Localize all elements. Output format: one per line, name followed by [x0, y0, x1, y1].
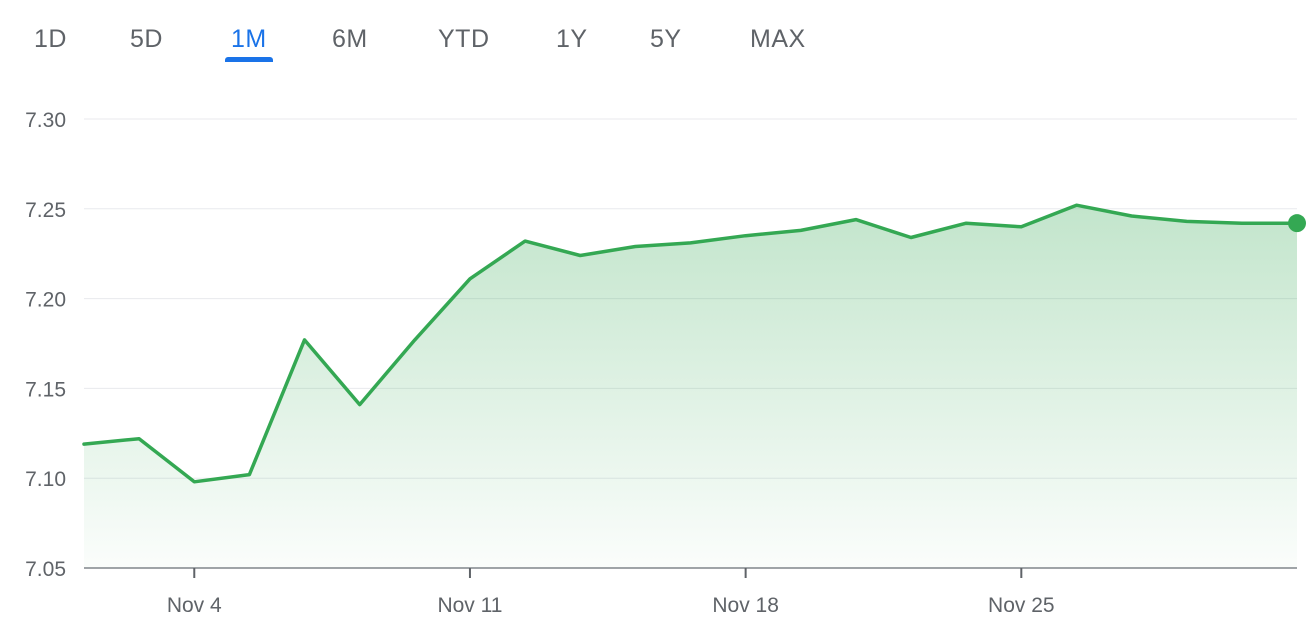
tab-5y[interactable]: 5Y: [650, 20, 682, 62]
tab-label: MAX: [750, 25, 806, 53]
tab-1y[interactable]: 1Y: [556, 20, 588, 62]
y-tick-label: 7.30: [25, 109, 66, 132]
tab-1m[interactable]: 1M: [225, 20, 273, 62]
tab-5d[interactable]: 5D: [130, 20, 163, 62]
y-tick-label: 7.25: [25, 199, 66, 222]
x-tick-label: Nov 18: [712, 594, 779, 617]
tab-6m[interactable]: 6M: [332, 20, 368, 62]
active-tab-indicator: [225, 57, 273, 62]
price-area-fill: [84, 205, 1297, 568]
x-tick-label: Nov 25: [988, 594, 1055, 617]
x-axis-ticks: Nov 4 Nov 11 Nov 18 Nov 25: [167, 568, 1055, 617]
y-tick-label: 7.20: [25, 289, 66, 312]
y-tick-label: 7.05: [25, 558, 66, 581]
tab-ytd[interactable]: YTD: [438, 20, 490, 62]
tab-label: YTD: [438, 25, 490, 53]
tab-label: 1D: [34, 25, 67, 53]
x-tick-label: Nov 4: [167, 594, 222, 617]
y-axis-labels: 7.30 7.25 7.20 7.15 7.10 7.05: [25, 109, 66, 581]
tab-label: 5Y: [650, 25, 682, 53]
tab-max[interactable]: MAX: [750, 20, 806, 62]
tab-1d[interactable]: 1D: [34, 20, 67, 62]
y-tick-label: 7.15: [25, 378, 66, 401]
last-price-marker: [1288, 214, 1306, 233]
price-line: [82, 203, 1299, 484]
tab-label: 1Y: [556, 25, 588, 53]
time-range-tabs: 1D 5D 1M 6M YTD 1Y 5Y MAX: [0, 0, 1308, 80]
tab-label: 6M: [332, 25, 368, 53]
x-tick-label: Nov 11: [437, 594, 502, 617]
tab-label: 5D: [130, 25, 163, 53]
y-tick-label: 7.10: [25, 468, 66, 491]
tab-label: 1M: [231, 25, 267, 53]
